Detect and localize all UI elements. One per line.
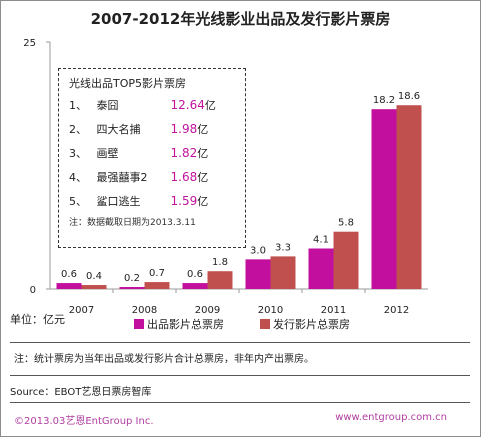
unit-label: 单位：亿元 [10, 313, 65, 326]
top5-film: 最强囍事2 [96, 171, 148, 184]
top5-unit: 亿 [197, 195, 209, 208]
top5-unit: 亿 [197, 171, 209, 184]
top5-film: 泰囧 [96, 99, 119, 112]
top5-film: 四大名捕 [96, 123, 141, 136]
data-label: 18.2 [373, 95, 395, 106]
footnote: 注：统计票房为当年出品或发行影片合计总票房，非年内产出票房。 [14, 354, 314, 365]
source-text: Source：EBOT艺恩日票房智库 [10, 387, 152, 398]
top5-value: 1.82 [170, 146, 198, 160]
data-label: 0.4 [86, 271, 102, 282]
top5-value: 12.64 [170, 98, 205, 112]
chart-title: 2007-2012年光线影业出品及发行影片票房 [90, 10, 391, 28]
copyright-text: ©2013.03艺恩EntGroup Inc. [14, 416, 154, 427]
bar [144, 282, 170, 289]
top5-unit: 亿 [197, 123, 209, 136]
top5-note: 注：数据截取日期为2013.3.11 [69, 218, 196, 228]
legend-item-series2: 发行影片总票房 [260, 316, 350, 332]
bar [207, 271, 233, 289]
data-label: 1.8 [212, 257, 228, 268]
top5-unit: 亿 [197, 147, 209, 160]
divider [10, 342, 470, 343]
legend-swatch [260, 319, 270, 329]
website-link[interactable]: www.entgroup.com.cn [335, 412, 447, 423]
data-label: 5.8 [338, 218, 354, 229]
top5-rank: 5、 [69, 195, 87, 208]
top5-row: 3、 画壁 1.82亿 [69, 145, 208, 161]
top5-row: 1、 泰囧 12.64亿 [69, 97, 216, 113]
top5-value: 1.68 [170, 170, 198, 184]
data-label: 3.3 [275, 242, 291, 253]
top5-unit: 亿 [204, 99, 216, 112]
top5-rank: 4、 [69, 171, 87, 184]
legend-swatch [134, 319, 144, 329]
bar [245, 259, 271, 289]
top5-rank: 2、 [69, 123, 87, 136]
bar [371, 109, 397, 290]
bar [119, 287, 145, 289]
data-label: 4.1 [313, 234, 329, 245]
bar [182, 283, 208, 289]
divider [10, 375, 470, 376]
bar [81, 285, 107, 289]
y-tick-label: 0 [30, 285, 36, 296]
legend-label: 发行影片总票房 [273, 318, 350, 331]
data-label: 0.7 [149, 268, 165, 279]
data-label: 0.6 [187, 269, 203, 280]
top5-film: 画壁 [96, 147, 119, 160]
data-label: 0.2 [124, 273, 140, 284]
data-label: 3.0 [250, 245, 266, 256]
x-tick-label: 2009 [195, 305, 220, 316]
x-tick-label: 2011 [321, 305, 346, 316]
legend-label: 出品影片总票房 [147, 318, 224, 331]
top5-value: 1.98 [170, 122, 198, 136]
top5-row: 2、 四大名捕 1.98亿 [69, 121, 208, 137]
x-tick-label: 2010 [258, 305, 283, 316]
bar [270, 256, 296, 289]
top5-rank: 1、 [69, 99, 87, 112]
top5-row: 5、 鲨口逃生 1.59亿 [69, 193, 208, 209]
top5-title: 光线出品TOP5影片票房 [69, 77, 187, 90]
top5-row: 4、 最强囍事2 1.68亿 [69, 169, 208, 185]
top5-rank: 3、 [69, 147, 87, 160]
y-tick-label: 25 [23, 38, 36, 49]
bar [333, 231, 359, 289]
top5-box: 光线出品TOP5影片票房 1、 泰囧 12.64亿 2、 四大名捕 1.98亿 3、… [58, 68, 246, 248]
bar [396, 105, 422, 290]
x-tick-label: 2008 [132, 305, 157, 316]
legend-item-series1: 出品影片总票房 [134, 316, 224, 332]
top5-film: 鲨口逃生 [96, 195, 141, 208]
divider [10, 402, 470, 403]
data-label: 0.6 [61, 269, 77, 280]
top5-value: 1.59 [170, 194, 198, 208]
data-label: 18.6 [398, 91, 420, 102]
bar [56, 283, 82, 289]
x-tick-label: 2007 [69, 305, 94, 316]
x-tick-label: 2012 [384, 305, 409, 316]
bar [308, 248, 334, 289]
